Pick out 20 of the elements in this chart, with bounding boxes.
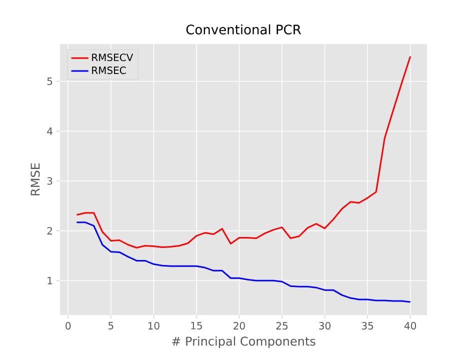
y-tick-label: 3 bbox=[47, 177, 52, 185]
x-tick-label: 35 bbox=[362, 322, 374, 330]
y-tick-label: 4 bbox=[47, 128, 52, 135]
x-tick-label: 40 bbox=[404, 322, 416, 330]
y-tick-label: 5 bbox=[47, 78, 52, 86]
x-tick-label: 5 bbox=[108, 322, 114, 330]
y-tick-label: 2 bbox=[47, 227, 52, 235]
x-tick-label: 20 bbox=[234, 322, 245, 330]
x-axis-title: # Principal Components bbox=[172, 336, 316, 348]
x-tick-label: 25 bbox=[276, 322, 288, 330]
line-series bbox=[76, 56, 412, 248]
x-tick-label: 30 bbox=[319, 322, 330, 330]
legend-label: RMSECV bbox=[92, 54, 134, 62]
y-axis-title: RMSE bbox=[30, 163, 40, 196]
x-tick-label: 10 bbox=[148, 322, 160, 330]
x-tick-label: 0 bbox=[66, 322, 71, 330]
x-tick-label: 15 bbox=[191, 322, 202, 330]
y-tick-label: 1 bbox=[48, 276, 52, 284]
legend-label: RMSEC bbox=[92, 66, 126, 74]
chart-title: Conventional PCR bbox=[186, 24, 302, 34]
